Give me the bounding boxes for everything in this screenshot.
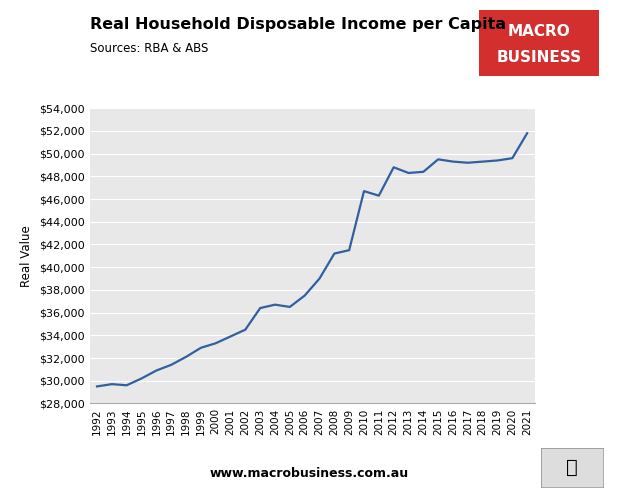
- Text: BUSINESS: BUSINESS: [497, 50, 582, 65]
- Text: Sources: RBA & ABS: Sources: RBA & ABS: [90, 42, 208, 55]
- Text: www.macrobusiness.com.au: www.macrobusiness.com.au: [210, 467, 408, 480]
- Y-axis label: Real Value: Real Value: [20, 225, 33, 287]
- Text: Real Household Disposable Income per Capita: Real Household Disposable Income per Cap…: [90, 17, 506, 32]
- Text: 🐺: 🐺: [565, 458, 578, 477]
- Text: MACRO: MACRO: [508, 24, 570, 38]
